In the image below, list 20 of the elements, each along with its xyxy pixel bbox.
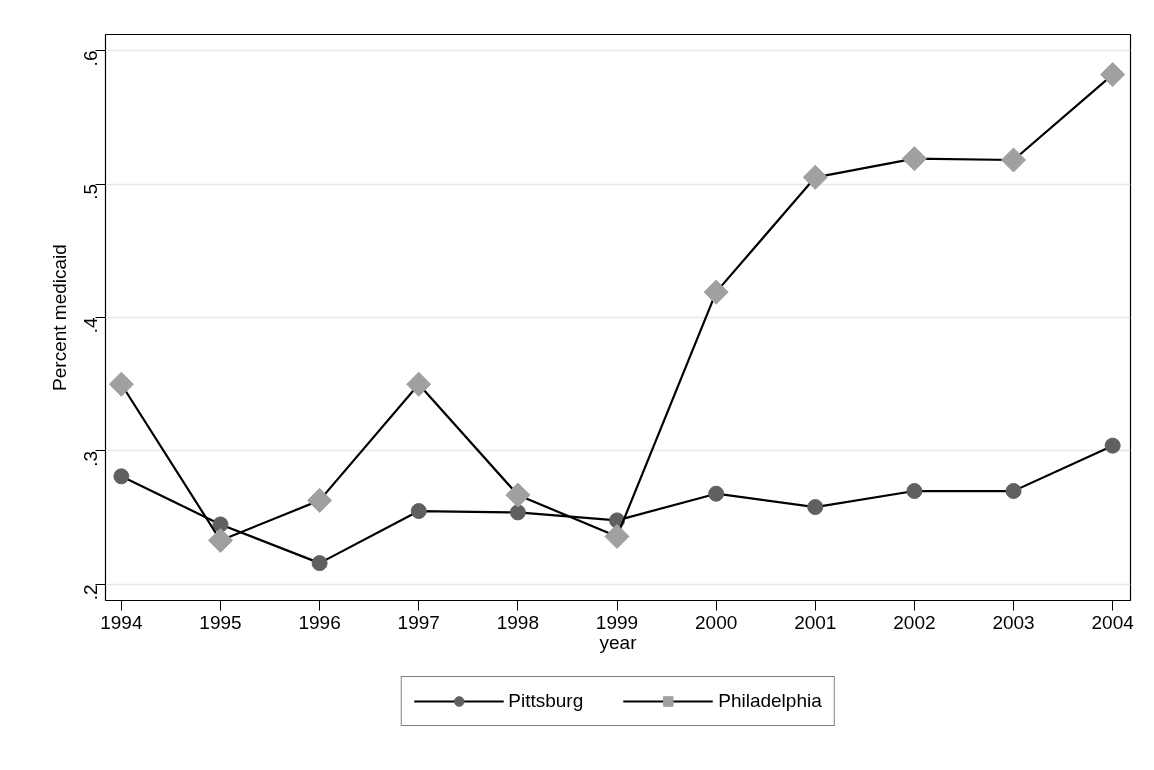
legend-label: Pittsburg xyxy=(508,690,584,712)
x-axis-title: year xyxy=(599,631,638,653)
x-tick-label: 1994 xyxy=(100,611,143,633)
x-tick-label: 2000 xyxy=(695,611,738,633)
x-tick-label: 1999 xyxy=(595,611,639,633)
y-tick-label: .4 xyxy=(80,317,101,334)
x-tick-label: 1996 xyxy=(298,611,341,633)
x-tick-label: 2001 xyxy=(794,611,837,633)
y-tick-label: .3 xyxy=(80,450,101,467)
y-tick-label: .5 xyxy=(80,184,101,200)
x-tick-label: 2004 xyxy=(1091,611,1135,633)
x-tick-label: 2003 xyxy=(992,611,1035,633)
x-tick-label: 1997 xyxy=(397,611,440,633)
y-tick-label: .6 xyxy=(80,50,101,67)
x-tick-label: 1995 xyxy=(199,611,242,633)
x-tick-label: 2002 xyxy=(893,611,936,633)
y-axis-title: Percent medicaid xyxy=(48,244,70,391)
legend-label: Philadelphia xyxy=(718,690,822,712)
x-tick-label: 1998 xyxy=(496,611,540,633)
y-tick-label: .2 xyxy=(80,584,101,601)
